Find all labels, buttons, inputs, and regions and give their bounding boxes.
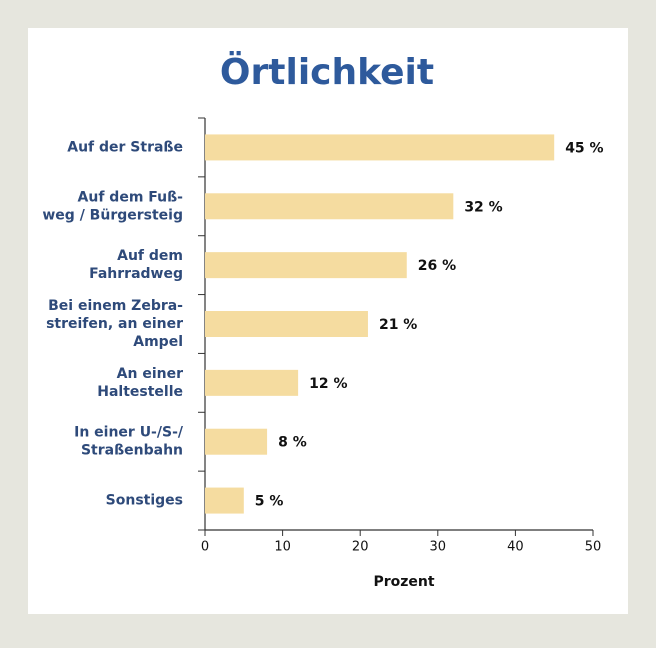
y-tick-label: Ampel bbox=[133, 334, 183, 350]
bar bbox=[205, 369, 299, 396]
x-tick-label: 0 bbox=[201, 540, 209, 555]
y-tick-label: Fahrradweg bbox=[89, 266, 183, 282]
y-tick-label: Sonstiges bbox=[106, 493, 183, 509]
x-tick-label: 50 bbox=[585, 540, 602, 555]
value-label: 21 % bbox=[379, 317, 417, 333]
value-label: 32 % bbox=[464, 199, 502, 215]
y-tick-label: Haltestelle bbox=[97, 384, 183, 400]
y-tick-label: Auf der Straße bbox=[67, 139, 183, 155]
value-label: 26 % bbox=[418, 258, 456, 274]
y-tick-label: Auf dem bbox=[117, 248, 183, 264]
bar bbox=[205, 193, 454, 220]
value-label: 8 % bbox=[278, 435, 307, 451]
y-tick-label: In einer U-/S-/ bbox=[74, 425, 184, 441]
bar bbox=[205, 311, 368, 337]
x-tick-label: 40 bbox=[507, 540, 524, 555]
x-axis-label: Prozent bbox=[373, 574, 434, 590]
bar bbox=[205, 487, 244, 514]
value-label: 5 % bbox=[255, 494, 284, 510]
bar bbox=[205, 428, 268, 455]
y-tick-label: An einer bbox=[117, 366, 183, 382]
chart-title: Örtlichkeit bbox=[220, 51, 434, 93]
bar bbox=[205, 134, 555, 161]
y-tick-label: weg / Bürgersteig bbox=[42, 207, 183, 223]
x-tick-label: 20 bbox=[352, 540, 369, 555]
y-tick-label: streifen, an einer bbox=[46, 316, 183, 332]
y-tick-label: Auf dem Fuß- bbox=[78, 189, 184, 205]
y-tick-label: Straßenbahn bbox=[81, 443, 183, 459]
value-label: 12 % bbox=[309, 376, 347, 392]
bar bbox=[205, 252, 407, 279]
value-label: 45 % bbox=[565, 140, 603, 156]
x-tick-label: 10 bbox=[274, 540, 291, 555]
x-tick-label: 30 bbox=[430, 540, 447, 555]
y-tick-label: Bei einem Zebra- bbox=[48, 298, 183, 314]
